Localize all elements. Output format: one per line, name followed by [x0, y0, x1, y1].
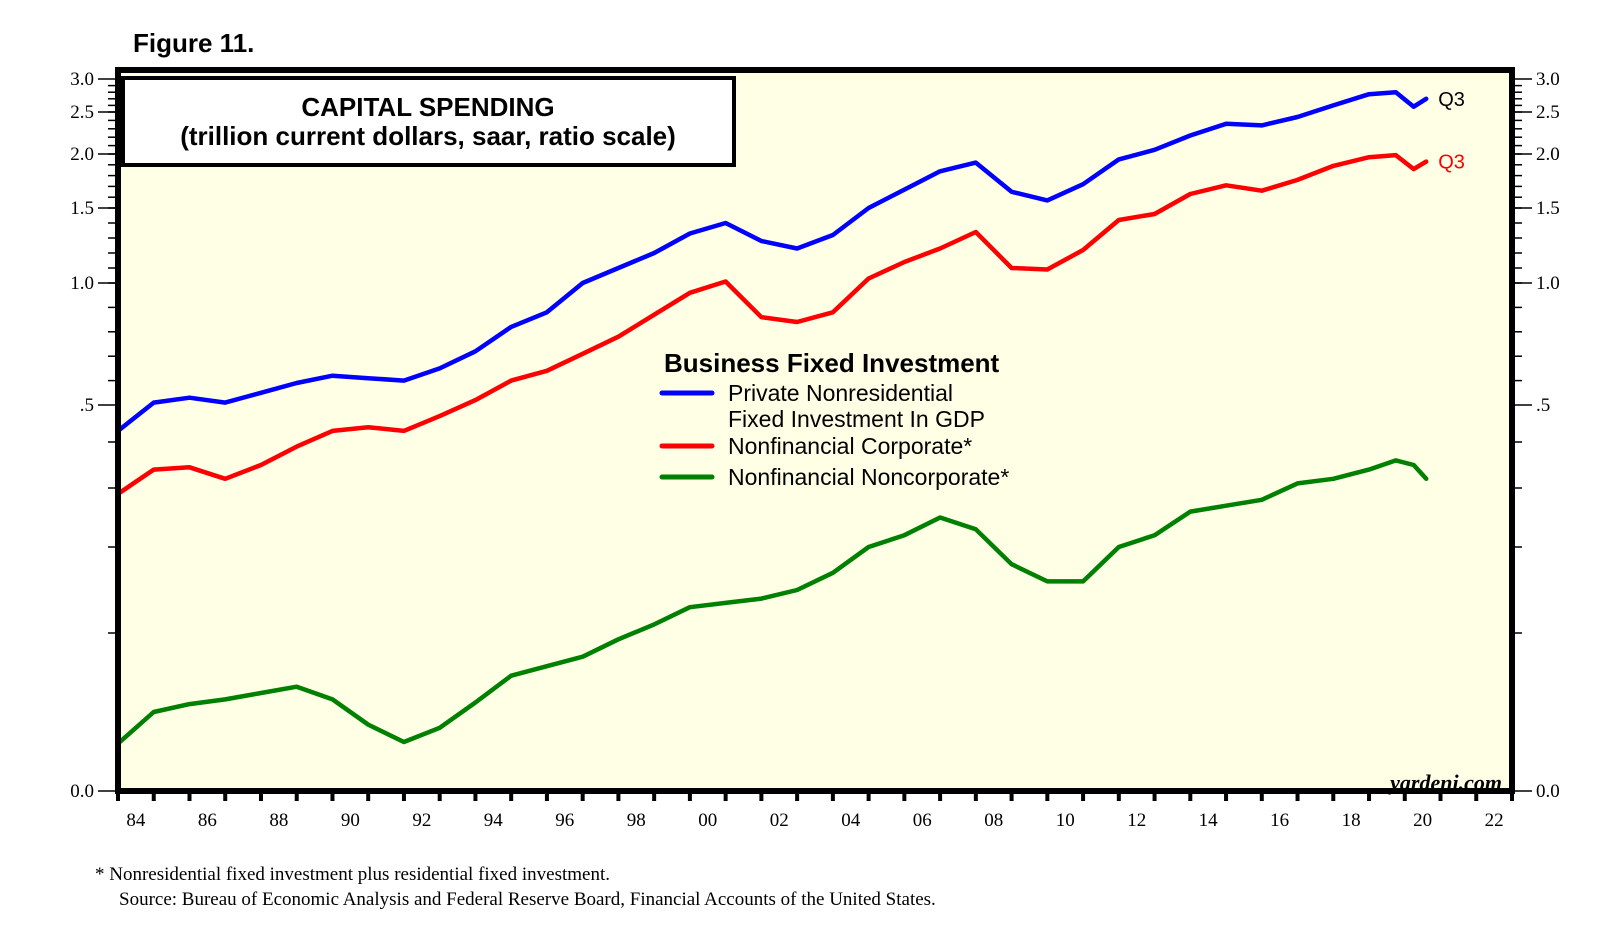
y-tick-label-left: 0.0 — [70, 781, 94, 802]
footnote-note: * Nonresidential fixed investment plus r… — [95, 864, 610, 885]
y-tick-label-right: 3.0 — [1536, 69, 1560, 90]
x-tick-label: 84 — [126, 810, 146, 831]
y-tick-label-left: 1.5 — [70, 198, 94, 219]
x-tick-label: 00 — [698, 810, 717, 831]
x-tick-label: 04 — [841, 810, 861, 831]
x-tick-label: 94 — [484, 810, 504, 831]
plot-frame — [115, 67, 1515, 794]
chart-subtitle: (trillion current dollars, saar, ratio s… — [180, 121, 676, 151]
x-tick-label: 22 — [1485, 810, 1504, 831]
x-tick-label: 16 — [1270, 810, 1289, 831]
legend-label-nonfinancial-corporate: Nonfinancial Corporate* — [728, 433, 972, 459]
x-tick-label: 88 — [269, 810, 288, 831]
x-axis-tick-labels: 84 86 88 90 92 94 96 98 00 02 04 06 08 10 12 14 16 18 20 22 — [126, 810, 1503, 831]
x-tick-label: 98 — [627, 810, 646, 831]
x-tick-label: 96 — [555, 810, 574, 831]
title-box: CAPITAL SPENDING (trillion current dolla… — [121, 76, 736, 167]
x-tick-label: 08 — [984, 810, 1003, 831]
chart-title: CAPITAL SPENDING — [301, 92, 554, 122]
series-line-nonfinancial-corporate — [115, 152, 1429, 497]
x-tick-label: 06 — [913, 810, 932, 831]
y-axis-tick-labels: 3.0 3.0 2.5 2.5 2.0 2.0 1.5 1.5 1.0 1.0 .5 .5 0.0 0.0 — [70, 69, 1560, 802]
figure-label: Figure 11. — [133, 28, 254, 58]
legend: Business Fixed Investment Private Nonres… — [659, 348, 1009, 490]
source-credit: yardeni.com — [1387, 770, 1502, 795]
series-lines — [115, 89, 1429, 746]
y-tick-label-right: 1.0 — [1536, 273, 1560, 294]
y-tick-label-left: 2.0 — [70, 144, 94, 165]
title-box-frame — [121, 76, 736, 167]
x-tick-label: 12 — [1127, 810, 1146, 831]
series-line-private-nonresidential-fixed-investment-in-gdp — [115, 89, 1429, 434]
y-tick-label-right: .5 — [1536, 395, 1550, 416]
y-tick-label-left: 3.0 — [70, 69, 94, 90]
y-tick-label-right: 0.0 — [1536, 781, 1560, 802]
x-tick-label: 20 — [1413, 810, 1432, 831]
legend-label-private-nonresidential-line1: Private Nonresidential — [728, 380, 953, 406]
y-tick-label-right: 2.5 — [1536, 102, 1560, 123]
x-tick-label: 02 — [770, 810, 789, 831]
legend-title: Business Fixed Investment — [664, 348, 1000, 378]
x-tick-label: 86 — [198, 810, 217, 831]
y-tick-label-left: .5 — [80, 395, 94, 416]
end-labels: Q3 Q3 — [1438, 89, 1465, 174]
legend-label-private-nonresidential-line2: Fixed Investment In GDP — [728, 406, 985, 432]
y-tick-label-left: 2.5 — [70, 102, 94, 123]
x-tick-label: 92 — [412, 810, 431, 831]
y-tick-label-left: 1.0 — [70, 273, 94, 294]
x-tick-label: 14 — [1199, 810, 1219, 831]
x-tick-label: 10 — [1056, 810, 1075, 831]
y-tick-label-right: 2.0 — [1536, 144, 1560, 165]
footnote-source: Source: Bureau of Economic Analysis and … — [119, 889, 936, 910]
x-tick-label: 90 — [341, 810, 360, 831]
legend-label-nonfinancial-noncorporate: Nonfinancial Noncorporate* — [728, 464, 1009, 490]
end-label-nonfinancial-corporate: Q3 — [1438, 152, 1465, 174]
end-label-private-nonresidential-fixed-investment-in-gdp: Q3 — [1438, 89, 1465, 111]
series-line-nonfinancial-noncorporate — [115, 458, 1429, 746]
x-tick-label: 18 — [1342, 810, 1361, 831]
y-tick-label-right: 1.5 — [1536, 198, 1560, 219]
